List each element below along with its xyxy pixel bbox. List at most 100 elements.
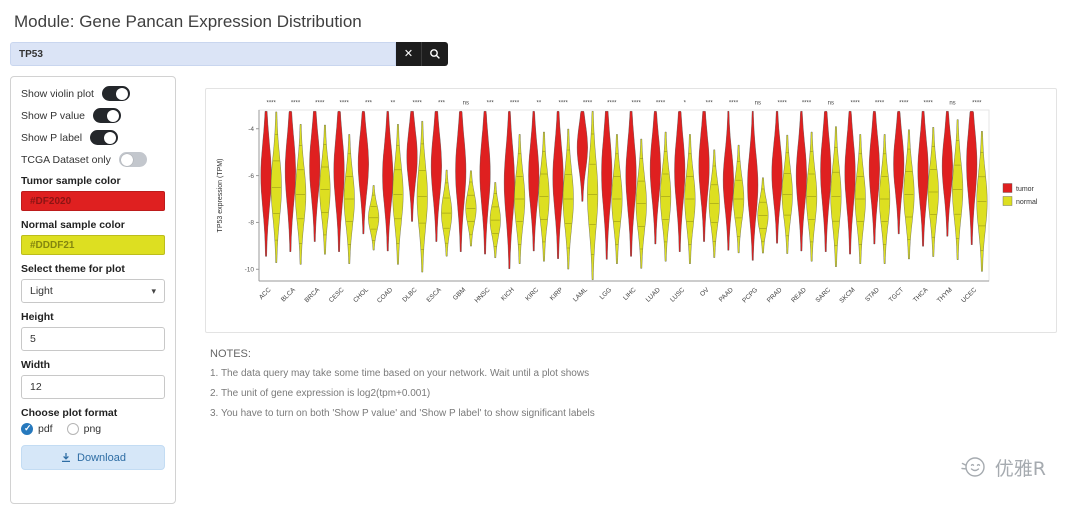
smiley-logo-icon (961, 457, 985, 477)
width-input[interactable] (21, 375, 165, 399)
violin-normal-CHOL (368, 185, 380, 251)
violin-tumor-UCEC (966, 111, 978, 245)
show-p-label-switch[interactable] (90, 130, 119, 145)
theme-label: Select theme for plot (21, 263, 125, 275)
format-option-pdf[interactable]: pdf (21, 423, 53, 435)
y-tick-label: -4 (248, 126, 254, 133)
height-input[interactable] (21, 327, 165, 351)
switch-knob (107, 109, 120, 122)
violin-normal-PRAD (781, 134, 793, 254)
violin-tumor-READ (795, 111, 807, 252)
violin-normal-ESCA (441, 169, 453, 257)
x-tick-label: UCEC (960, 286, 978, 304)
normal-color-label: Normal sample color (21, 219, 125, 231)
notes-title: NOTES: (210, 348, 251, 360)
normal-color-picker[interactable]: #DDDF21 (21, 235, 165, 255)
significance-label: ns (949, 101, 955, 107)
violin-tumor-DLBC (406, 111, 418, 222)
violin-tumor-ACC (260, 111, 272, 257)
y-axis-title: TP53 expression (TPM) (217, 159, 224, 233)
x-tick-label: READ (790, 286, 808, 304)
y-tick-label: -8 (248, 220, 254, 227)
significance-label: ns (828, 101, 834, 107)
tcga-only-switch[interactable] (118, 152, 147, 167)
note-item: 3. You have to turn on both 'Show P valu… (210, 408, 595, 419)
violin-tumor-PCPG (747, 111, 759, 261)
violin-tumor-PAAD (722, 111, 734, 251)
tumor-color-picker[interactable]: #DF2020 (21, 191, 165, 211)
x-tick-label: LUAD (645, 286, 662, 303)
format-label: Choose plot format (21, 407, 118, 419)
show-p-label-label: Show P label (21, 131, 83, 144)
x-tick-label: SARC (815, 286, 833, 304)
significance-label: **** (656, 101, 666, 107)
gene-search-input[interactable] (10, 42, 396, 66)
x-tick-label: CESC (328, 286, 346, 304)
violin-normal-TGCT (903, 129, 915, 260)
violin-tumor-BLCA (284, 111, 296, 252)
violin-normal-UCEC (976, 131, 988, 272)
x-tick-label: PAAD (718, 286, 735, 303)
chevron-down-icon: ▾ (151, 285, 156, 296)
x-tick-label: LIHC (622, 286, 638, 302)
toggle-row-show-p-value: Show P value (21, 108, 165, 123)
x-tick-label: COAD (376, 286, 394, 304)
download-button[interactable]: Download (21, 445, 165, 470)
violin-normal-PAAD (733, 144, 745, 254)
legend-label-tumor: tumor (1016, 186, 1035, 193)
significance-label: **** (315, 101, 325, 107)
significance-label: **** (583, 101, 593, 107)
violin-normal-LIHC (635, 138, 647, 269)
significance-label: ns (463, 101, 469, 107)
download-button-label: Download (77, 451, 126, 464)
clear-search-button[interactable]: ✕ (396, 42, 422, 66)
violin-tumor-LGG (601, 111, 613, 260)
x-tick-label: KIRP (549, 286, 565, 302)
show-p-value-switch[interactable] (93, 108, 122, 123)
format-radio-group: pdf png (21, 423, 165, 435)
significance-label: *** (438, 101, 446, 107)
x-tick-label: DLBC (401, 286, 418, 303)
toggle-row-tcga-only: TCGA Dataset only (21, 152, 165, 167)
notes-section: NOTES: 1. The data query may take some t… (210, 348, 595, 428)
width-label: Width (21, 359, 51, 371)
x-tick-label: BLCA (280, 286, 297, 303)
violin-tumor-SKCM (844, 111, 856, 255)
violin-tumor-THYM (941, 111, 953, 237)
violin-normal-GBM (465, 170, 477, 247)
show-violin-plot-switch[interactable] (101, 86, 130, 101)
violin-normal-CESC (343, 134, 355, 264)
violin-tumor-LIHC (625, 111, 637, 257)
show-p-value-label: Show P value (21, 109, 86, 122)
significance-label: **** (802, 101, 812, 107)
format-option-png[interactable]: png (66, 423, 102, 435)
violin-normal-STAD (879, 134, 891, 264)
format-pdf-label: pdf (38, 423, 53, 435)
x-tick-label: TGCT (888, 286, 905, 303)
x-tick-label: KIRC (524, 286, 540, 302)
y-tick-label: -6 (248, 173, 254, 180)
x-tick-label: GBM (452, 286, 467, 301)
format-png-label: png (83, 423, 102, 435)
switch-knob (120, 153, 133, 166)
x-tick-label: OV (699, 286, 711, 298)
tcga-only-label: TCGA Dataset only (21, 153, 111, 166)
violin-normal-ACC (270, 111, 282, 263)
violin-tumor-OV (698, 111, 710, 242)
close-icon: ✕ (403, 47, 414, 60)
x-tick-label: LUSC (669, 286, 686, 303)
significance-label: **** (777, 101, 787, 107)
theme-select[interactable]: Light ▾ (21, 279, 165, 303)
legend-label-normal: normal (1016, 199, 1038, 206)
search-button[interactable] (422, 42, 448, 66)
significance-label: **** (291, 101, 301, 107)
x-tick-label: ACC (258, 286, 273, 301)
violin-normal-LAML (587, 111, 599, 280)
significance-label: **** (266, 101, 276, 107)
violin-tumor-BRCA (309, 111, 321, 242)
violin-tumor-KIRP (552, 111, 564, 259)
violin-tumor-CESC (333, 111, 345, 252)
note-item: 1. The data query may take some time bas… (210, 368, 590, 379)
